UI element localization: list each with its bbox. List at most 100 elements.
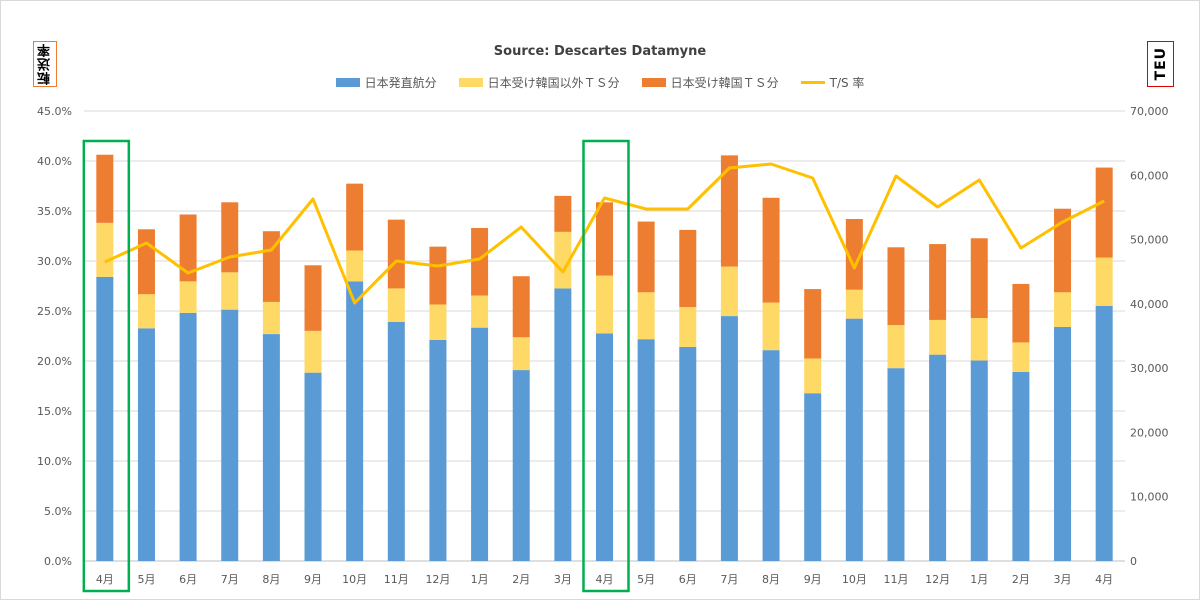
- bar-segment-1: [262, 301, 280, 335]
- bar-segment-0: [887, 368, 905, 561]
- bar-segment-0: [429, 339, 447, 561]
- x-tick-label: 9月: [304, 573, 322, 586]
- bar-segment-2: [929, 244, 947, 320]
- bar-segment-1: [512, 337, 530, 371]
- x-tick-label: 6月: [179, 573, 197, 586]
- x-tick-label: 7月: [221, 573, 239, 586]
- bar-segment-2: [304, 265, 322, 331]
- bar-segment-0: [929, 354, 947, 561]
- legend-label-ts-korea: 日本受け韓国ＴＳ分: [670, 76, 779, 90]
- bar-segment-1: [845, 289, 863, 319]
- bar-segment-1: [596, 275, 613, 334]
- y-left-tick-label: 45.0%: [37, 105, 72, 118]
- x-tick-label: 1月: [970, 573, 988, 586]
- bar-segment-2: [679, 229, 697, 308]
- bar-segment-2: [845, 219, 863, 290]
- y-left-tick-label: 35.0%: [37, 205, 72, 218]
- bar-segment-0: [304, 372, 322, 561]
- bar-segment-0: [679, 346, 697, 561]
- bar-segment-0: [804, 393, 822, 561]
- x-tick-label: 10月: [342, 573, 367, 586]
- bar-segment-0: [637, 339, 655, 561]
- bar-segment-1: [720, 266, 738, 317]
- bar-segment-0: [137, 328, 155, 561]
- bar-segment-2: [429, 246, 447, 305]
- legend-item-direct: 日本発直航分: [335, 74, 437, 91]
- x-tick-label: 1月: [471, 573, 489, 586]
- bar-segment-2: [970, 238, 988, 318]
- x-tick-label: 8月: [762, 573, 780, 586]
- bar-segment-2: [221, 202, 239, 273]
- bar-segment-0: [762, 350, 780, 561]
- y-right-tick-label: 30,000: [1130, 362, 1169, 375]
- bar-segment-0: [720, 316, 738, 561]
- legend-swatch-direct: [335, 78, 360, 87]
- bar-segment-0: [512, 370, 530, 561]
- bar-segment-1: [1095, 257, 1113, 306]
- bar-segment-2: [471, 228, 489, 296]
- highlight-box: [582, 139, 630, 593]
- left-axis-title-text: 転送率: [37, 43, 53, 85]
- x-tick-label: 11月: [883, 573, 908, 586]
- x-tick-label: 9月: [804, 573, 822, 586]
- bar-segment-1: [929, 319, 947, 355]
- y-left-tick-label: 10.0%: [37, 455, 72, 468]
- legend-label-ts-other: 日本受け韓国以外ＴＳ分: [487, 76, 620, 90]
- legend-item-ts-korea: 日本受け韓国ＴＳ分: [641, 74, 779, 91]
- x-tick-label: 4月: [1095, 573, 1113, 586]
- bar-segment-2: [596, 202, 613, 276]
- ts-rate-line: [104, 162, 1105, 305]
- y-left-tick-label: 25.0%: [37, 305, 72, 318]
- y-left-tick-label: 20.0%: [37, 355, 72, 368]
- bar-segment-2: [720, 155, 738, 267]
- bar-segment-1: [387, 288, 405, 322]
- bar-segment-2: [762, 197, 780, 303]
- y-right-tick-label: 60,000: [1130, 169, 1169, 182]
- bar-segment-0: [387, 321, 405, 561]
- bar-segment-1: [554, 231, 572, 289]
- x-tick-label: 2月: [512, 573, 530, 586]
- bar-segment-0: [845, 318, 863, 561]
- bar-segment-0: [970, 360, 988, 561]
- bar-segment-0: [596, 333, 613, 561]
- legend-swatch-ts-other: [458, 78, 483, 87]
- bar-segment-1: [804, 358, 822, 394]
- y-left-tick-label: 30.0%: [37, 255, 72, 268]
- bar-segment-2: [96, 154, 114, 223]
- bar-segment-0: [262, 334, 280, 561]
- bar-segment-1: [429, 304, 447, 340]
- bar-segment-0: [554, 288, 572, 561]
- y-left-tick-label: 15.0%: [37, 405, 72, 418]
- legend-item-ts-rate: T/S 率: [800, 74, 864, 91]
- bar-segment-2: [554, 195, 572, 232]
- x-tick-label: 6月: [679, 573, 697, 586]
- x-tick-label: 5月: [137, 573, 155, 586]
- x-tick-label: 2月: [1012, 573, 1030, 586]
- bar-segment-1: [1012, 342, 1030, 372]
- bar-segment-1: [679, 307, 697, 347]
- bar-segment-1: [179, 281, 197, 313]
- x-tick-label: 12月: [425, 573, 450, 586]
- legend-label-direct: 日本発直航分: [364, 76, 437, 90]
- y-right-tick-label: 40,000: [1130, 298, 1169, 311]
- bar-segment-2: [346, 183, 364, 251]
- x-tick-label: 11月: [384, 573, 409, 586]
- bar-segment-2: [512, 276, 530, 338]
- x-tick-label: 8月: [262, 573, 280, 586]
- x-tick-label: 7月: [720, 573, 738, 586]
- x-tick-label: 3月: [554, 573, 572, 586]
- x-tick-label: 4月: [596, 573, 614, 586]
- legend: 日本発直航分 日本受け韓国以外ＴＳ分 日本受け韓国ＴＳ分 T/S 率: [0, 74, 1200, 91]
- bar-segment-0: [1054, 327, 1072, 561]
- bar-segment-2: [137, 229, 155, 295]
- bar-segment-0: [471, 327, 489, 561]
- chart-title: Source: Descartes Datamyne: [493, 44, 707, 59]
- right-axis-title-text: TEU: [1152, 47, 1169, 81]
- bar-segment-0: [96, 276, 114, 561]
- bar-segment-1: [221, 272, 239, 310]
- x-tick-label: 5月: [637, 573, 655, 586]
- x-tick-label: 3月: [1054, 573, 1072, 586]
- bar-segment-2: [804, 289, 822, 359]
- right-axis-title: TEU: [1147, 41, 1174, 87]
